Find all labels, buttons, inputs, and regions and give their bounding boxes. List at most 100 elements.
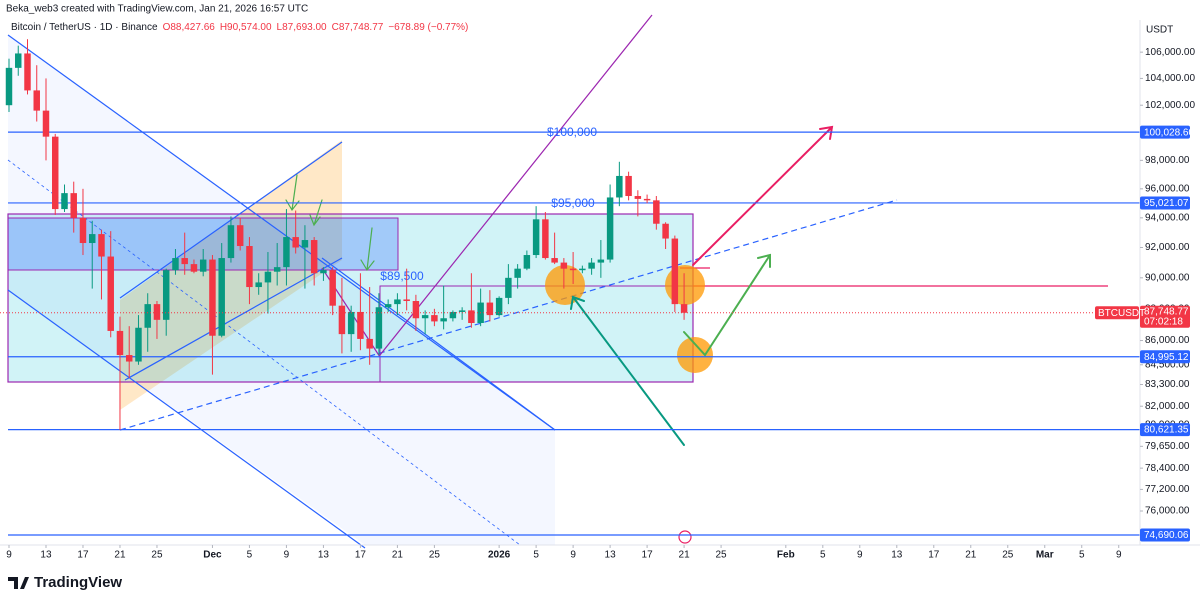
candle-body bbox=[199, 259, 207, 272]
candle-body bbox=[283, 237, 290, 268]
brand-name: TradingView bbox=[34, 574, 122, 591]
candle-body bbox=[264, 271, 272, 283]
candle-body bbox=[190, 264, 198, 272]
y-tick-label: 86,000.00 bbox=[1145, 335, 1190, 346]
highlight bbox=[677, 337, 713, 373]
x-tick-label: 13 bbox=[40, 550, 52, 561]
trend-line bbox=[7, 289, 366, 549]
candle-body bbox=[597, 259, 605, 263]
candle-body bbox=[643, 198, 651, 201]
x-tick-label: 17 bbox=[77, 550, 89, 561]
y-tick-label: 92,000.00 bbox=[1145, 242, 1190, 253]
x-tick-label: 21 bbox=[392, 550, 404, 561]
price-label-box bbox=[1140, 350, 1190, 364]
candle-body bbox=[384, 304, 392, 308]
x-tick-label: 21 bbox=[679, 550, 691, 561]
readout-item: Bitcoin / TetherUS · 1D · Binance bbox=[11, 22, 158, 33]
axes: USDT 106,000.00 104,000.00 102,000.00 98,00… bbox=[0, 20, 1200, 561]
candle-body bbox=[579, 268, 586, 271]
currency: USDT bbox=[1146, 25, 1173, 36]
x-tick-label: 5 bbox=[820, 550, 826, 561]
highlight bbox=[665, 265, 705, 305]
arrow bbox=[360, 227, 375, 272]
candle-body bbox=[680, 304, 688, 313]
ticker-box bbox=[1095, 306, 1139, 320]
x-tick-label: 25 bbox=[716, 550, 728, 561]
channel-fill bbox=[120, 140, 342, 410]
candle-body bbox=[671, 238, 679, 305]
x-tick-label: 9 bbox=[570, 550, 576, 561]
x-tick-label: 9 bbox=[6, 550, 12, 561]
y-tick-label: 106,000.00 bbox=[1145, 47, 1195, 58]
candle-body bbox=[320, 270, 327, 274]
channel-fill bbox=[8, 35, 555, 545]
x-tick-label: 5 bbox=[533, 550, 539, 561]
trend-line bbox=[119, 199, 898, 431]
candle-body bbox=[551, 258, 558, 263]
candle-body bbox=[366, 338, 373, 349]
arrow bbox=[683, 253, 771, 357]
candle-body bbox=[310, 240, 318, 274]
y-tick-label: 98,000.00 bbox=[1145, 155, 1190, 166]
event-icon[interactable] bbox=[678, 530, 692, 544]
y-tick-label: 102,000.00 bbox=[1145, 100, 1195, 111]
candle-body bbox=[357, 311, 364, 339]
readout: Bitcoin / TetherUS · 1D · Binance O88,427… bbox=[11, 22, 468, 33]
candle-body bbox=[218, 258, 225, 336]
price-label-box bbox=[1140, 528, 1190, 542]
candle-body bbox=[523, 255, 531, 269]
arrow bbox=[692, 125, 834, 266]
candle-body bbox=[135, 327, 142, 362]
candle-body bbox=[273, 267, 281, 272]
x-tick-label: 25 bbox=[151, 550, 163, 561]
candle-body bbox=[394, 299, 401, 305]
x-tick-label: 9 bbox=[284, 550, 290, 561]
x-tick-label: 13 bbox=[318, 550, 330, 561]
candle-body bbox=[569, 268, 577, 271]
y-tick-label: 78,400.00 bbox=[1145, 463, 1190, 474]
x-tick-label: 17 bbox=[355, 550, 367, 561]
candle-body bbox=[412, 301, 420, 319]
mid-line bbox=[7, 159, 521, 546]
y-tick-label: 104,000.00 bbox=[1145, 73, 1195, 84]
candle-body bbox=[495, 297, 503, 316]
y-tick-label: 94,000.00 bbox=[1145, 212, 1190, 223]
y-tick-label: 77,200.00 bbox=[1145, 484, 1190, 495]
price-label: 100,028.60 bbox=[1144, 127, 1194, 138]
price-label-box bbox=[1140, 423, 1190, 437]
candle-body bbox=[79, 217, 87, 244]
candle-body bbox=[42, 110, 50, 137]
x-tick-label: 21 bbox=[114, 550, 126, 561]
y-tick-label: 79,650.00 bbox=[1145, 441, 1190, 452]
price-label-box bbox=[1140, 196, 1190, 210]
candle-body bbox=[468, 310, 475, 323]
candle-body bbox=[514, 268, 521, 278]
x-tick-label: 9 bbox=[1116, 550, 1122, 561]
brand: TradingView bbox=[8, 574, 122, 591]
candles bbox=[0, 39, 1140, 536]
candle-body bbox=[458, 310, 466, 312]
candle-body bbox=[125, 355, 133, 362]
candle-body bbox=[449, 311, 457, 319]
x-tick-label: 21 bbox=[965, 550, 977, 561]
candle-body bbox=[15, 53, 22, 68]
candle-body bbox=[70, 193, 77, 218]
candle-body bbox=[181, 258, 188, 265]
candle-body bbox=[88, 234, 96, 244]
candle-body bbox=[329, 270, 336, 306]
candle-body bbox=[301, 240, 309, 248]
candle-body bbox=[33, 90, 40, 111]
candle-body bbox=[24, 53, 31, 91]
x-tick-label: Dec bbox=[203, 550, 222, 561]
drawings: $100,000 $95,000 $89,500 bbox=[7, 14, 1108, 549]
x-tick-label: 5 bbox=[1079, 550, 1085, 561]
highlight bbox=[545, 265, 585, 305]
candle-body bbox=[61, 193, 68, 210]
candle-body bbox=[486, 302, 494, 316]
price-label: 95,021.07 bbox=[1144, 198, 1189, 209]
candle-body bbox=[505, 277, 512, 298]
readout-item: L87,693.00 bbox=[277, 22, 327, 33]
candle-body bbox=[588, 262, 595, 269]
